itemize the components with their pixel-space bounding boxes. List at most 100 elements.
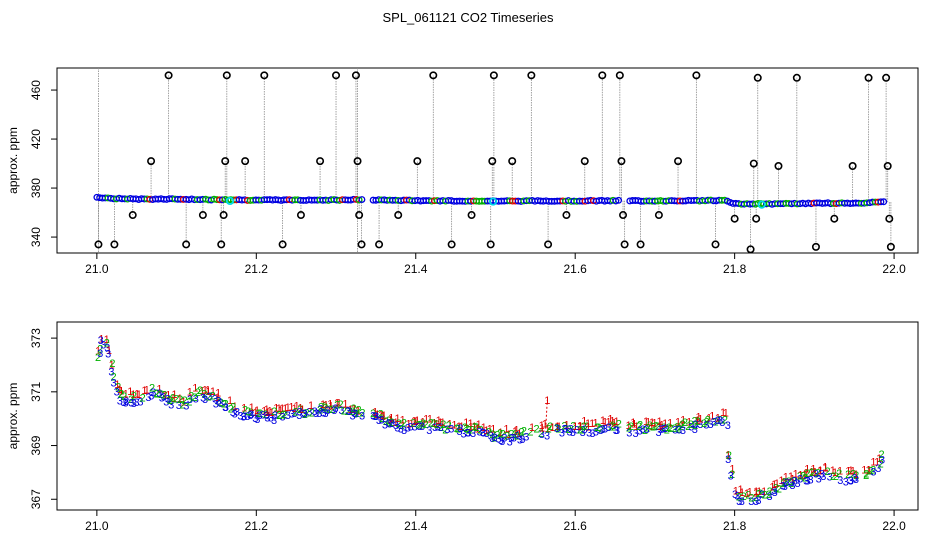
series-3-marker: 3 [176,400,182,412]
series-1-marker: 1 [292,403,298,415]
series-2-marker: 2 [469,424,475,436]
series-2-marker: 2 [598,423,604,435]
series-3-marker: 3 [213,398,219,410]
series-1-marker: 1 [549,422,555,434]
series-2-marker: 2 [685,421,691,433]
series-3-marker: 3 [108,367,114,379]
series-1-marker: 1 [427,414,433,426]
series-2-marker: 2 [276,410,282,422]
outlier-point [811,242,820,251]
panel-2: 21.0 21.2 21.4 21.6 21.8 22.0 367 369 371 373 appr… [6,321,919,533]
series-3-marker: 3 [515,430,521,442]
series-3-marker: 3 [797,473,803,485]
series-3-marker: 3 [803,475,809,487]
series-3-marker: 3 [816,474,822,486]
series-3-marker: 3 [568,424,574,436]
series-2-marker: 2 [217,397,223,409]
series-1-marker: 1 [381,410,387,422]
series-3-marker: 3 [320,407,326,419]
series-2-marker: 2 [878,458,884,470]
x-tick-label: 21.0 [85,262,109,276]
series-3-marker: 3 [193,394,199,406]
series-2-marker: 2 [131,391,137,403]
series-3-marker: 3 [247,410,253,422]
series-1-marker: 1 [320,399,326,411]
series-2-marker: 2 [417,419,423,431]
y-tick-label: 371 [29,381,43,401]
series-3-marker: 3 [279,412,285,424]
series-3-marker: 3 [837,475,843,487]
series-1-marker: 1 [187,386,193,398]
outlier-point [278,240,287,249]
series-2-marker: 2 [674,421,680,433]
series-3-marker: 3 [508,432,514,444]
series-1-marker: 1 [276,403,282,415]
series-3-marker: 3 [313,408,319,420]
series-3-marker: 3 [145,392,151,404]
series-1-marker: 1 [431,418,437,430]
series-1-marker: 1 [351,403,357,415]
series-3-marker: 3 [725,420,731,432]
outlier-point [94,240,103,249]
series-1-marker: 1 [564,419,570,431]
series-2-marker: 2 [463,423,469,435]
series-2-marker: 2 [388,417,394,429]
series-1-marker: 1 [308,400,314,412]
series-1-marker: 1 [720,407,726,419]
series-3-marker: 3 [444,424,450,436]
series-2-marker: 2 [167,394,173,406]
series-2-marker: 2 [791,475,797,487]
series-3-marker: 3 [323,408,329,420]
series-2-marker: 2 [401,417,407,429]
series-3-marker: 3 [736,496,742,508]
y-tick-label: 373 [29,328,43,348]
series-3-marker: 3 [501,432,507,444]
outlier-point [882,73,891,82]
series-3-marker: 3 [658,424,664,436]
outlier-point [182,240,191,249]
series-2-marker: 2 [666,422,672,434]
series-2-marker: 2 [428,418,434,430]
series-3-marker: 3 [562,424,568,436]
series-3-marker: 3 [748,496,754,508]
series-2-marker: 2 [797,470,803,482]
outlier-point [692,71,701,80]
series-1-marker: 1 [545,423,551,435]
series-1-marker: 1 [355,405,361,417]
series-2-marker: 2 [118,388,124,400]
series-2-marker: 2 [271,406,277,418]
outlier-point [351,71,360,80]
series-2-marker: 2 [110,372,116,384]
y-tick-label: 420 [29,129,43,149]
series-3-marker: 3 [808,474,814,486]
series-1-marker: 1 [554,421,560,433]
series-3-marker: 3 [165,393,171,405]
series-1-marker: 1 [695,411,701,423]
series-3-marker: 3 [376,415,382,427]
series-2-marker: 2 [608,421,614,433]
series-2-marker: 2 [221,399,227,411]
series-3-marker: 3 [237,410,243,422]
series-1-marker: 1 [180,397,186,409]
series-2-marker: 2 [745,490,751,502]
series-2-marker: 2 [97,343,103,355]
series-2-marker: 2 [726,450,732,462]
series-1-marker: 1 [592,417,598,429]
baseline-point [358,196,366,203]
series-2-marker: 2 [533,423,539,435]
series-3-marker: 3 [707,419,713,431]
outlier-point [753,73,762,82]
series-2-marker: 2 [611,422,617,434]
series-1-marker: 1 [837,466,843,478]
series-1-marker: 1 [227,395,233,407]
series-1-marker: 1 [162,389,168,401]
series-3-marker: 3 [772,487,778,499]
y-axis-label: approx. ppm [6,127,20,194]
outlier-point [447,240,456,249]
series-1-marker: 1 [406,418,412,430]
series-2-marker: 2 [570,421,576,433]
outlier-point [730,214,739,223]
series-1-marker: 1 [411,415,417,427]
series-2-marker: 2 [767,486,773,498]
series-1-marker: 1 [753,487,759,499]
